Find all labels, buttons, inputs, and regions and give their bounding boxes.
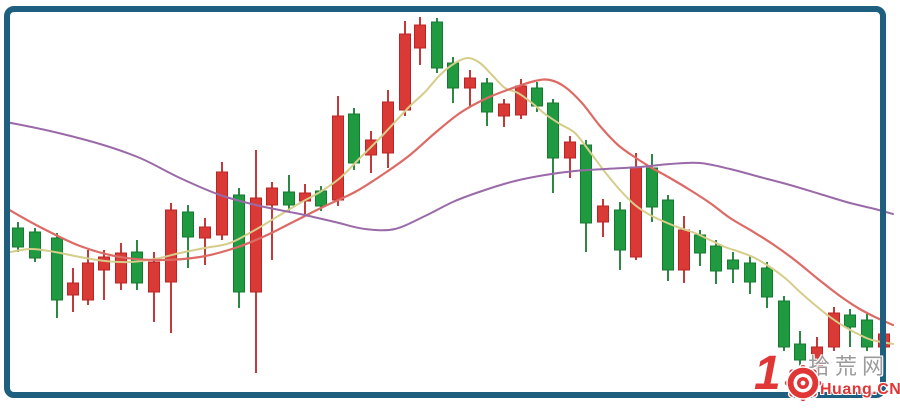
candle	[794, 331, 806, 366]
candle	[778, 296, 790, 351]
candle	[744, 256, 756, 294]
candle	[727, 252, 739, 283]
candle	[131, 240, 143, 290]
candle	[199, 218, 211, 265]
candle	[283, 175, 295, 212]
candle	[431, 18, 443, 73]
candle	[811, 337, 823, 372]
candle	[828, 307, 840, 351]
candle	[844, 309, 856, 347]
watermark-site-name: 拾荒网	[808, 354, 890, 379]
candle	[29, 228, 41, 262]
ma-mid-red	[4, 78, 895, 327]
candle	[580, 140, 592, 252]
candle	[464, 70, 476, 106]
candle	[399, 21, 411, 116]
candle	[861, 314, 873, 351]
candle	[414, 17, 426, 65]
candle	[332, 96, 344, 206]
ma-long-purple	[5, 121, 894, 232]
candle	[614, 202, 626, 270]
candle	[481, 78, 493, 126]
candle	[547, 99, 559, 193]
candle	[67, 268, 79, 312]
watermark: 1 拾荒网 Huang.CN	[748, 347, 900, 408]
candle	[878, 329, 890, 352]
ma-short-yellow	[5, 57, 894, 345]
candle	[165, 203, 177, 333]
gear-icon	[783, 363, 823, 403]
candle	[761, 262, 773, 308]
watermark-site-domain: Huang.CN	[820, 381, 900, 398]
candle	[597, 199, 609, 237]
candle	[498, 99, 510, 127]
candle	[646, 154, 658, 222]
candle	[115, 243, 127, 290]
candle	[678, 216, 690, 283]
candle	[710, 240, 722, 284]
candle	[662, 195, 674, 281]
candle	[51, 233, 63, 318]
candle	[250, 150, 262, 373]
candle	[148, 252, 160, 322]
candle	[12, 222, 24, 252]
candle	[216, 162, 228, 240]
candle	[98, 250, 110, 300]
watermark-logo-digit: 1	[754, 347, 781, 400]
